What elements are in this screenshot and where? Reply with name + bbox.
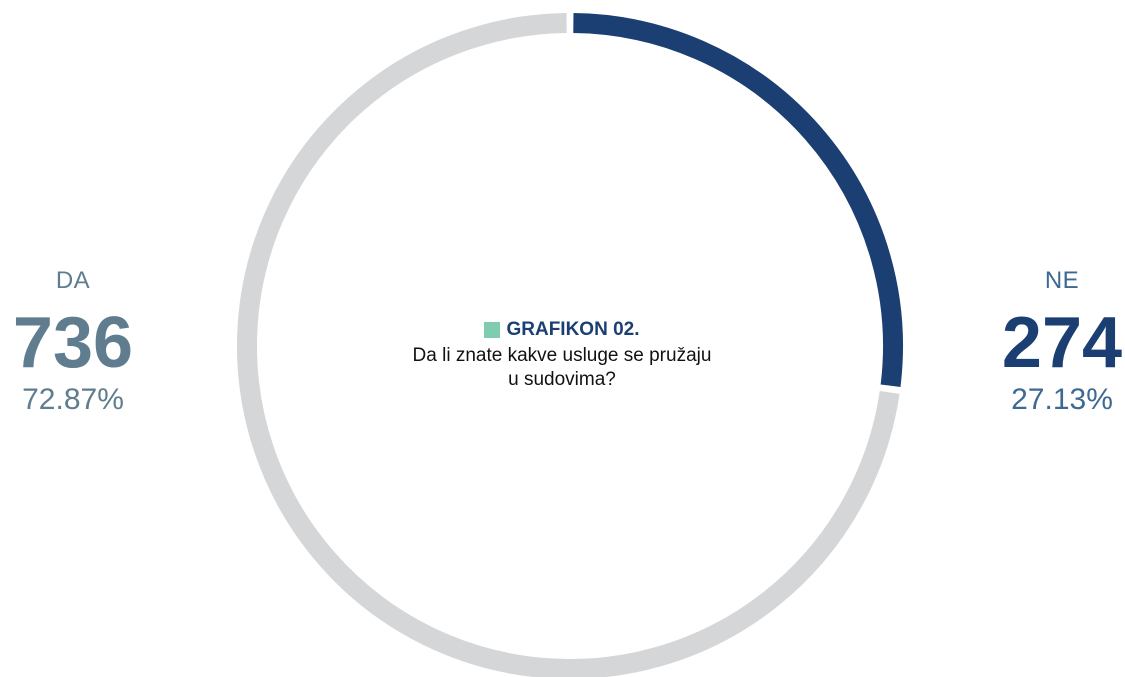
da-percent: 72.87% xyxy=(22,383,124,416)
chart-question-line-2: u sudovima? xyxy=(508,369,616,390)
ne-label: NE xyxy=(1044,267,1080,294)
slice-ne xyxy=(573,13,903,387)
chart-question: Da li znate kakve usluge se pružaju u su… xyxy=(342,344,782,392)
da-count: 736 xyxy=(12,303,134,383)
slice-da xyxy=(237,13,900,677)
chart-caption: GRAFIKON 02. Da li znate kakve usluge se… xyxy=(342,318,782,392)
chart-title-row: GRAFIKON 02. xyxy=(484,318,640,342)
da-label: DA xyxy=(55,267,91,294)
ne-count: 274 xyxy=(1001,303,1123,383)
legend-square-icon xyxy=(484,322,501,338)
da-summary: DA 736 72.87% xyxy=(0,267,153,417)
ne-summary: NE 274 27.13% xyxy=(982,267,1125,417)
chart-title: GRAFIKON 02. xyxy=(506,319,640,340)
ne-percent: 27.13% xyxy=(1011,383,1113,416)
chart-question-line-1: Da li znate kakve usluge se pružaju xyxy=(412,345,712,366)
